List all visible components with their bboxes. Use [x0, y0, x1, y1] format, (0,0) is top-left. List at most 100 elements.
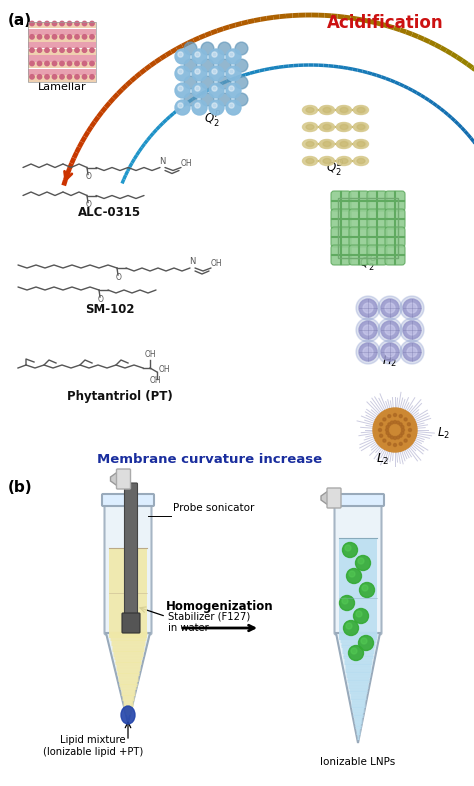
Circle shape	[380, 434, 383, 437]
Ellipse shape	[354, 156, 368, 166]
Bar	[28, 42, 96, 48]
Ellipse shape	[381, 299, 399, 317]
Ellipse shape	[340, 159, 348, 163]
Circle shape	[401, 432, 404, 435]
Circle shape	[345, 545, 351, 551]
Circle shape	[235, 59, 248, 72]
Circle shape	[184, 93, 197, 106]
Ellipse shape	[356, 296, 380, 320]
Ellipse shape	[337, 105, 352, 115]
FancyBboxPatch shape	[332, 494, 384, 506]
Circle shape	[30, 48, 34, 53]
Circle shape	[209, 66, 224, 81]
Circle shape	[209, 100, 224, 115]
Circle shape	[229, 52, 234, 57]
Circle shape	[343, 542, 357, 557]
Text: O: O	[86, 200, 92, 209]
Polygon shape	[321, 491, 336, 505]
Ellipse shape	[385, 347, 395, 357]
Circle shape	[90, 48, 94, 53]
FancyBboxPatch shape	[385, 209, 405, 229]
Circle shape	[235, 42, 248, 55]
Ellipse shape	[323, 124, 331, 130]
Ellipse shape	[354, 140, 366, 148]
Circle shape	[212, 86, 217, 91]
Ellipse shape	[407, 347, 417, 357]
Circle shape	[226, 49, 241, 64]
Circle shape	[348, 645, 364, 660]
Circle shape	[380, 423, 383, 426]
Circle shape	[67, 61, 72, 66]
Text: SM-102: SM-102	[85, 303, 135, 316]
Circle shape	[356, 611, 362, 617]
Circle shape	[184, 59, 197, 72]
Ellipse shape	[354, 123, 366, 131]
Ellipse shape	[400, 340, 424, 364]
Ellipse shape	[400, 296, 424, 320]
Circle shape	[226, 66, 241, 81]
Text: $L_2$: $L_2$	[376, 452, 390, 467]
Circle shape	[388, 423, 391, 426]
Circle shape	[235, 76, 248, 89]
Text: $H_2$: $H_2$	[383, 354, 398, 369]
FancyBboxPatch shape	[327, 488, 341, 508]
Ellipse shape	[319, 139, 335, 149]
Circle shape	[404, 439, 407, 442]
Circle shape	[45, 75, 49, 79]
Ellipse shape	[363, 325, 373, 335]
Ellipse shape	[340, 108, 348, 112]
Circle shape	[178, 86, 183, 91]
Circle shape	[344, 620, 358, 636]
Ellipse shape	[121, 706, 135, 724]
Ellipse shape	[340, 124, 348, 130]
Circle shape	[359, 582, 374, 597]
Circle shape	[45, 35, 49, 39]
Circle shape	[404, 418, 407, 421]
Circle shape	[393, 413, 396, 417]
Ellipse shape	[385, 325, 395, 335]
Ellipse shape	[407, 303, 417, 313]
Ellipse shape	[306, 108, 314, 112]
Circle shape	[401, 428, 404, 432]
Ellipse shape	[319, 123, 335, 131]
Circle shape	[67, 21, 72, 26]
Ellipse shape	[323, 159, 331, 163]
Circle shape	[52, 21, 57, 26]
Ellipse shape	[356, 318, 380, 342]
Ellipse shape	[337, 123, 349, 131]
Ellipse shape	[306, 124, 314, 130]
Circle shape	[226, 100, 241, 115]
Circle shape	[397, 421, 400, 424]
Circle shape	[178, 69, 183, 74]
Circle shape	[361, 638, 367, 644]
Circle shape	[358, 558, 364, 564]
Text: N: N	[189, 257, 195, 266]
Circle shape	[60, 48, 64, 53]
Ellipse shape	[354, 106, 366, 114]
Circle shape	[201, 59, 214, 72]
Ellipse shape	[306, 141, 314, 146]
Ellipse shape	[302, 123, 318, 131]
Circle shape	[30, 21, 34, 26]
Circle shape	[192, 83, 207, 98]
Circle shape	[45, 61, 49, 66]
Circle shape	[52, 35, 57, 39]
Text: OH: OH	[181, 159, 192, 167]
Ellipse shape	[363, 303, 373, 313]
Ellipse shape	[354, 105, 368, 115]
Circle shape	[60, 61, 64, 66]
Circle shape	[373, 408, 417, 452]
Text: Lipid mixture
(Ionizable lipid +PT): Lipid mixture (Ionizable lipid +PT)	[43, 736, 143, 757]
Circle shape	[339, 596, 355, 611]
Circle shape	[184, 42, 197, 55]
Ellipse shape	[306, 159, 314, 163]
Circle shape	[195, 52, 200, 57]
Ellipse shape	[337, 156, 352, 166]
Circle shape	[209, 49, 224, 64]
Bar	[28, 49, 96, 55]
Circle shape	[195, 103, 200, 108]
Ellipse shape	[319, 106, 332, 114]
Bar	[28, 55, 96, 61]
Circle shape	[67, 35, 72, 39]
FancyBboxPatch shape	[125, 483, 137, 615]
